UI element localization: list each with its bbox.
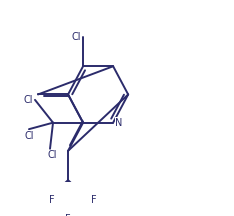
Text: Cl: Cl bbox=[48, 150, 57, 160]
Text: F: F bbox=[91, 195, 96, 205]
Text: Cl: Cl bbox=[24, 95, 33, 105]
Text: Cl: Cl bbox=[24, 131, 34, 141]
Text: F: F bbox=[49, 195, 54, 205]
Text: N: N bbox=[115, 118, 123, 128]
Text: F: F bbox=[65, 214, 71, 216]
Text: Cl: Cl bbox=[72, 32, 81, 42]
